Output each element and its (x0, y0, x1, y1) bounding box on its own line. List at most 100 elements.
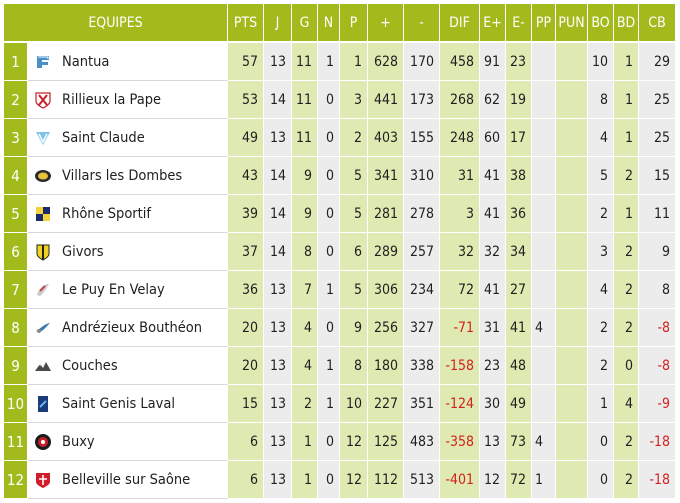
team-cell[interactable]: Buxy (28, 423, 229, 461)
pun-cell (556, 271, 589, 309)
dif-cell: 3 (440, 195, 481, 233)
team-cell[interactable]: Villars les Dombes (28, 157, 229, 195)
n-cell: 0 (318, 309, 341, 347)
dif-cell: -124 (440, 385, 481, 423)
header-bo: BO (588, 4, 615, 43)
p-cell: 9 (340, 309, 369, 347)
cb-cell: 8 (639, 271, 677, 309)
pts-cell: 15 (228, 385, 265, 423)
g-cell: 7 (292, 271, 319, 309)
bd-cell: 2 (614, 271, 640, 309)
bo-cell: 0 (588, 423, 615, 461)
minus-cell: 513 (404, 461, 441, 499)
buxy-logo-icon (34, 433, 52, 451)
j-cell: 14 (264, 81, 293, 119)
rank-cell: 2 (4, 81, 28, 119)
rank-cell: 5 (4, 195, 28, 233)
pp-cell (532, 233, 557, 271)
minus-cell: 173 (404, 81, 441, 119)
table-row: 9 Couches 20 13 4 1 8 180 338 -158 23 48 2 0 -8 (4, 347, 677, 385)
p-cell: 10 (340, 385, 369, 423)
plus-cell: 112 (368, 461, 405, 499)
j-cell: 13 (264, 309, 293, 347)
team-cell[interactable]: Couches (28, 347, 229, 385)
team-cell[interactable]: Rillieux la Pape (28, 81, 229, 119)
header-pts: PTS (228, 4, 265, 43)
rank-cell: 3 (4, 119, 28, 157)
rank-cell: 12 (4, 461, 28, 499)
dif-cell: 268 (440, 81, 481, 119)
pun-cell (556, 81, 589, 119)
minus-cell: 310 (404, 157, 441, 195)
cb-cell: -9 (639, 385, 677, 423)
eplus-cell: 23 (480, 347, 507, 385)
team-cell[interactable]: Le Puy En Velay (28, 271, 229, 309)
g-cell: 11 (292, 43, 319, 81)
cb-cell: 25 (639, 81, 677, 119)
j-cell: 13 (264, 423, 293, 461)
g-cell: 9 (292, 157, 319, 195)
plus-cell: 341 (368, 157, 405, 195)
givors-logo-icon (34, 243, 52, 261)
header-g: G (292, 4, 319, 43)
pts-cell: 6 (228, 461, 265, 499)
team-cell[interactable]: Belleville sur Saône (28, 461, 229, 499)
rank-cell: 7 (4, 271, 28, 309)
rank-cell: 9 (4, 347, 28, 385)
team-cell[interactable]: Nantua (28, 43, 229, 81)
bo-cell: 10 (588, 43, 615, 81)
bd-cell: 0 (614, 347, 640, 385)
eminus-cell: 36 (506, 195, 533, 233)
team-cell[interactable]: Rhône Sportif (28, 195, 229, 233)
j-cell: 14 (264, 195, 293, 233)
p-cell: 6 (340, 233, 369, 271)
p-cell: 3 (340, 81, 369, 119)
header-plus: + (368, 4, 405, 43)
villars-logo-icon (34, 167, 52, 185)
minus-cell: 278 (404, 195, 441, 233)
pun-cell (556, 157, 589, 195)
cb-cell: -18 (639, 461, 677, 499)
team-cell[interactable]: Andrézieux Bouthéon (28, 309, 229, 347)
team-name: Rillieux la Pape (62, 91, 162, 108)
dif-cell: -71 (440, 309, 481, 347)
pun-cell (556, 119, 589, 157)
j-cell: 13 (264, 385, 293, 423)
saint-claude-logo-icon (34, 129, 52, 147)
saint-genis-logo-icon (34, 395, 52, 413)
plus-cell: 180 (368, 347, 405, 385)
eminus-cell: 41 (506, 309, 533, 347)
minus-cell: 351 (404, 385, 441, 423)
bo-cell: 4 (588, 119, 615, 157)
j-cell: 13 (264, 461, 293, 499)
g-cell: 9 (292, 195, 319, 233)
n-cell: 1 (318, 271, 341, 309)
cb-cell: 15 (639, 157, 677, 195)
team-cell[interactable]: Saint Genis Laval (28, 385, 229, 423)
g-cell: 8 (292, 233, 319, 271)
cb-cell: 9 (639, 233, 677, 271)
rank-cell: 10 (4, 385, 28, 423)
table-row: 1 Nantua 57 13 11 1 1 628 170 458 91 23 10 1 29 (4, 43, 677, 81)
eplus-cell: 41 (480, 195, 507, 233)
pp-cell (532, 157, 557, 195)
team-name: Andrézieux Bouthéon (62, 319, 203, 336)
team-cell[interactable]: Givors (28, 233, 229, 271)
plus-cell: 256 (368, 309, 405, 347)
j-cell: 13 (264, 347, 293, 385)
team-cell[interactable]: Saint Claude (28, 119, 229, 157)
dif-cell: -158 (440, 347, 481, 385)
table-row: 8 Andrézieux Bouthéon 20 13 4 0 9 256 327 -71 31 41… (4, 309, 677, 347)
eplus-cell: 31 (480, 309, 507, 347)
pts-cell: 37 (228, 233, 265, 271)
pp-cell (532, 385, 557, 423)
plus-cell: 403 (368, 119, 405, 157)
n-cell: 1 (318, 43, 341, 81)
minus-cell: 234 (404, 271, 441, 309)
header-j: J (264, 4, 293, 43)
g-cell: 11 (292, 119, 319, 157)
bd-cell: 2 (614, 309, 640, 347)
table-row: 11 Buxy 6 13 1 0 12 125 483 -358 13 73 4 0 2 -18 (4, 423, 677, 461)
minus-cell: 338 (404, 347, 441, 385)
pp-cell (532, 347, 557, 385)
